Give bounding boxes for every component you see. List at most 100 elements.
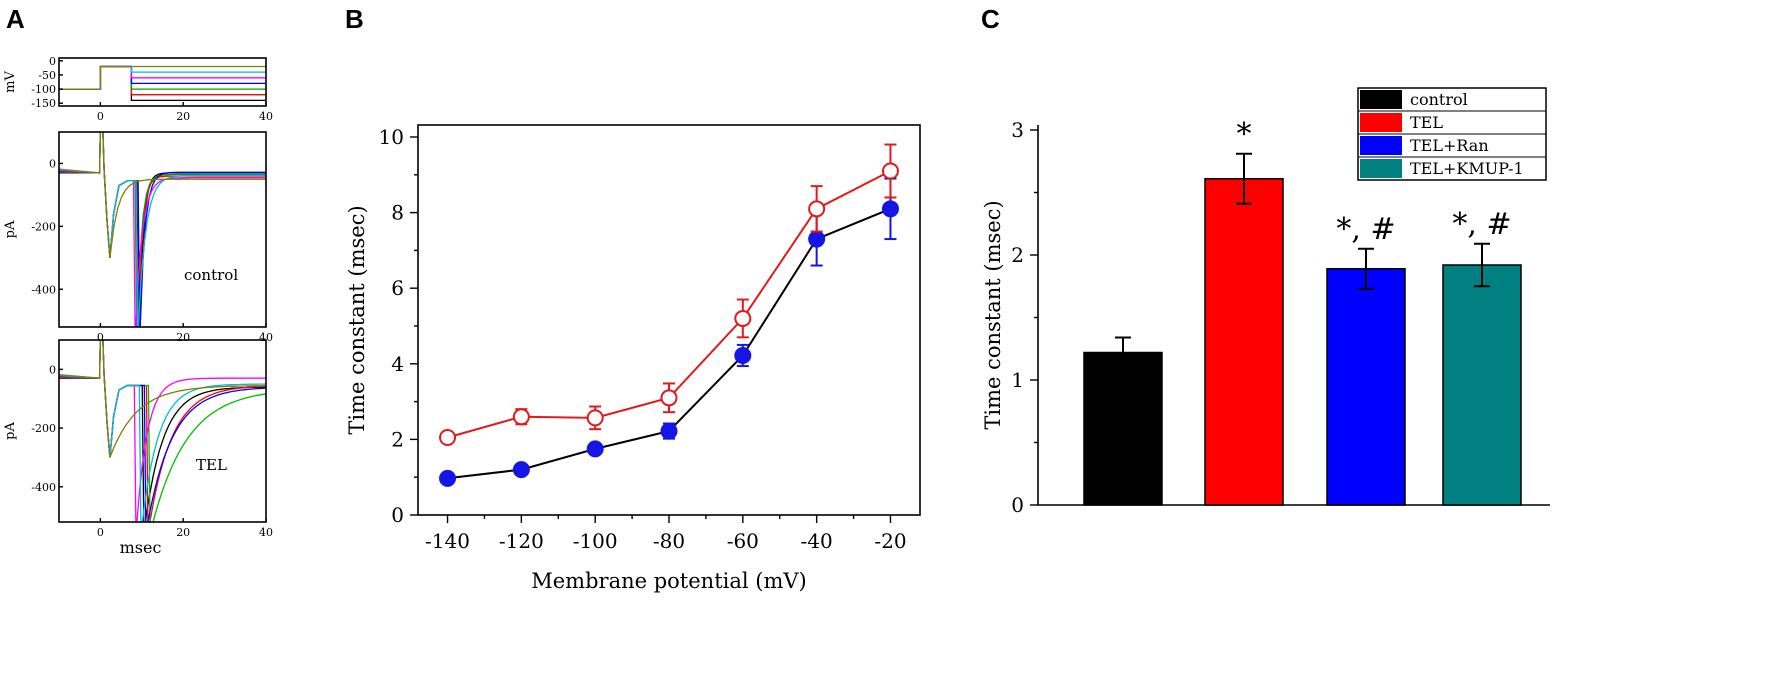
panel-c-legend-swatch xyxy=(1360,159,1402,178)
panel-a-trace-control-6 xyxy=(59,132,266,258)
panel-a-trace-control-0 xyxy=(59,132,266,327)
panel-c-bar-control xyxy=(1083,351,1163,506)
panel-a-xtick-label: 20 xyxy=(176,110,190,123)
panel-c-ylabel: Time constant (msec) xyxy=(981,200,1005,429)
panel-a-trace-voltage-6 xyxy=(59,65,266,90)
panel-b-xtick-label: -120 xyxy=(499,529,544,553)
panel-b-xtick-label: -80 xyxy=(653,529,685,553)
panel-a-trace-control-1 xyxy=(59,132,266,327)
panel-b-point-tel xyxy=(808,200,826,218)
panel-a-traces-TEL xyxy=(59,340,266,522)
panel-c-bar-group-3: *, # xyxy=(1442,207,1522,506)
panel-c-legend-label: TEL xyxy=(1410,113,1443,132)
panel-a-xlabel: msec xyxy=(120,538,162,557)
panel-a-trace-TEL-5 xyxy=(59,340,266,522)
panel-a-letter: A xyxy=(6,4,25,34)
panel-a-frame-voltage xyxy=(58,57,267,107)
panel-a-traces-control xyxy=(59,132,266,327)
panel-b-series-control xyxy=(439,177,899,487)
panel-c-bar-tel xyxy=(1204,178,1284,506)
panel-b-ytick-label: 2 xyxy=(391,427,404,451)
panel-a-ylabel: pA xyxy=(3,422,18,440)
panel-b-point-tel xyxy=(660,389,678,407)
panel-a-ytick-label: -150 xyxy=(31,97,56,110)
panel-b-point-tel xyxy=(439,429,457,447)
panel-a-ytick-label: -400 xyxy=(31,283,56,296)
panel-a-trace-control-5 xyxy=(59,132,266,327)
panel-b-ytick-label: 6 xyxy=(391,276,404,300)
panel-b-series-tel xyxy=(439,143,899,447)
panel-c-ytick-label: 2 xyxy=(1011,243,1024,267)
panel-b-xtick-label: -140 xyxy=(425,529,470,553)
panel-a-trace-control-3 xyxy=(59,132,266,327)
panel-a-xtick-label: 20 xyxy=(176,331,190,344)
panel-c-legend: control TEL TEL+Ran TEL+KMUP-1 xyxy=(1357,87,1547,181)
panel-b-point-control xyxy=(808,230,826,248)
panel-b-point-tel xyxy=(881,162,899,180)
panel-c-significance-label: *, # xyxy=(1452,207,1511,242)
panel-a-trace-TEL-2 xyxy=(59,340,266,522)
panel-c-legend-swatch xyxy=(1360,136,1402,155)
panel-a-frame-control xyxy=(58,131,267,328)
panel-a-xtick-label: 40 xyxy=(259,110,273,123)
panel-a-ytick-label: 0 xyxy=(49,363,56,376)
panel-b-ylabel: Time constant (msec) xyxy=(345,205,369,434)
panel-a-ytick-label: -200 xyxy=(31,220,56,233)
panel-c-letter: C xyxy=(981,4,1000,34)
panel-c-legend-label: TEL+KMUP-1 xyxy=(1410,159,1524,178)
panel-a-ytick-label: -100 xyxy=(31,83,56,96)
panel-c-bar-group-0 xyxy=(1083,336,1163,506)
panel-a-condition-label: control xyxy=(184,266,238,284)
panel-a-xtick-label: 0 xyxy=(97,526,104,539)
panel-b-xtick-label: -20 xyxy=(874,529,906,553)
panel-a-condition-label: TEL xyxy=(196,456,227,474)
panel-b-letter: B xyxy=(345,4,364,34)
panel-c-bar-group-1: * xyxy=(1204,117,1284,506)
panel-b-xtick-label: -60 xyxy=(727,529,759,553)
panel-a-xtick-label: 0 xyxy=(97,110,104,123)
panel-a-trace-control-2 xyxy=(59,132,266,327)
panel-b-xlabel: Membrane potential (mV) xyxy=(531,569,806,593)
panel-b-xtick-label: -40 xyxy=(801,529,833,553)
panel-b-point-control xyxy=(881,200,899,218)
panel-a-ytick-label: 0 xyxy=(49,55,56,68)
panel-c-bar-group-2: *, # xyxy=(1326,212,1406,506)
panel-a-trace-TEL-6 xyxy=(59,340,266,458)
panel-a-trace-control-4 xyxy=(59,132,266,327)
panel-b-xtick-label: -100 xyxy=(573,529,618,553)
panel-b-ytick-label: 0 xyxy=(391,503,404,527)
panel-b-point-control xyxy=(586,440,604,458)
panel-c-significance-label: * xyxy=(1237,117,1252,152)
panel-c-ytick-label: 0 xyxy=(1011,493,1024,517)
panel-c-legend-swatch xyxy=(1360,113,1402,132)
panel-a-xtick-label: 20 xyxy=(176,526,190,539)
panel-a-xtick-label: 40 xyxy=(259,526,273,539)
panel-c-ytick-label: 1 xyxy=(1011,368,1024,392)
panel-b-ytick-label: 10 xyxy=(379,125,404,149)
panel-b-point-control xyxy=(439,469,457,487)
panel-c-legend-label: TEL+Ran xyxy=(1410,136,1489,155)
panel-b-point-tel xyxy=(512,408,530,426)
panel-a-trace-voltage-1 xyxy=(59,65,266,96)
panel-b-point-tel xyxy=(734,309,752,327)
panel-a-trace-TEL-1 xyxy=(59,340,266,522)
panel-a-ytick-label: -200 xyxy=(31,422,56,435)
panel-a-xtick-label: 0 xyxy=(97,331,104,344)
panel-a-ylabel: pA xyxy=(3,220,18,238)
panel-a-frame-TEL xyxy=(58,339,267,523)
panel-b-ytick-label: 4 xyxy=(391,352,404,376)
panel-a-subplot-TEL: 0 20 40 0 -200 -400 pA TEL msec xyxy=(3,339,273,557)
panel-c-bar-tel-ran xyxy=(1326,268,1406,506)
panel-b-point-control xyxy=(734,346,752,364)
panel-b-chart: -140 -120 -100 -80 -60 -40 -20 0 2 4 6 8 10 Membrane … xyxy=(345,124,921,593)
panel-c-bar-tel-kmup-1 xyxy=(1442,264,1522,506)
panel-c-chart: 0 1 2 3 Time constant (msec) * *, # *, # control… xyxy=(981,87,1550,517)
panel-b-frame xyxy=(417,124,921,516)
panel-b-point-tel xyxy=(586,409,604,427)
panel-a-ytick-label: 0 xyxy=(49,157,56,170)
panel-b-point-control xyxy=(512,461,530,479)
panel-c-legend-label: control xyxy=(1410,90,1468,109)
panel-c-ytick-label: 3 xyxy=(1011,118,1024,142)
